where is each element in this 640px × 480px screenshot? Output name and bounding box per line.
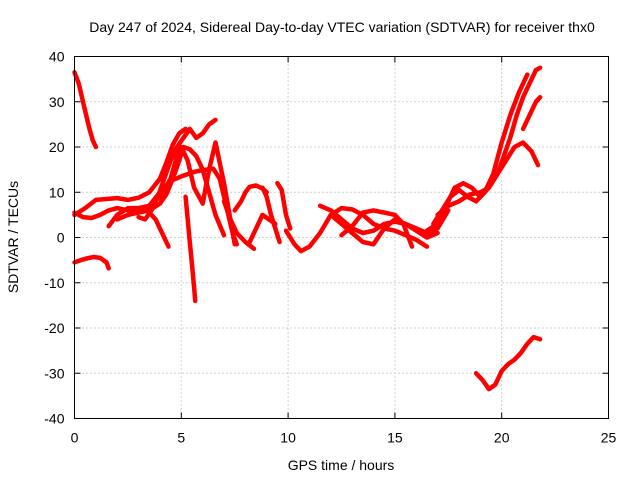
series-arc-20 <box>431 72 530 227</box>
series-arc-5 <box>106 140 237 247</box>
series-arc-4 <box>72 126 188 218</box>
y-axis-title: SDTVAR / TECUs <box>5 181 21 293</box>
series-layer <box>72 65 543 392</box>
series-arc-7 <box>136 117 218 222</box>
series-arc-18 <box>339 208 415 249</box>
y-tick-label: 20 <box>49 139 65 155</box>
series-arc-15 <box>283 205 430 254</box>
x-tick-label: 10 <box>280 430 296 446</box>
series-arc-14 <box>275 180 293 231</box>
y-tick-label: 30 <box>49 94 65 110</box>
series-arc-22 <box>520 94 543 132</box>
series-arc-6 <box>114 166 240 247</box>
y-tick-label: -10 <box>44 275 64 291</box>
series-arc-2 <box>72 254 111 271</box>
y-tick-label: 0 <box>57 230 65 246</box>
x-tick-label: 0 <box>71 430 79 446</box>
chart-title: Day 247 of 2024, Sidereal Day-to-day VTE… <box>89 19 595 35</box>
x-axis-title: GPS time / hours <box>288 457 395 473</box>
x-tick-label: 15 <box>387 430 403 446</box>
axis-ticks: 0 5 10 15 20 25 -40 -30 -20 -10 0 10 20 30 40 <box>44 49 616 446</box>
series-arc-1 <box>72 70 99 150</box>
x-tick-label: 5 <box>177 430 185 446</box>
series-arc-8 <box>147 210 171 249</box>
y-tick-label: 40 <box>49 49 65 65</box>
series-arc-16 <box>317 203 440 240</box>
series-arc-13 <box>260 185 282 245</box>
series-arc-11 <box>221 199 257 252</box>
series-arc-3 <box>72 144 227 238</box>
series-arc-23 <box>473 334 543 392</box>
series-arc-9 <box>183 194 198 304</box>
y-tick-label: -40 <box>44 411 64 427</box>
y-tick-label: -30 <box>44 365 64 381</box>
y-tick-label: -20 <box>44 320 64 336</box>
x-tick-label: 20 <box>494 430 510 446</box>
series-arc-17 <box>328 208 451 247</box>
series-arc-21 <box>435 65 543 218</box>
y-tick-label: 10 <box>49 184 65 200</box>
grid <box>74 56 609 419</box>
x-tick-label: 25 <box>601 430 617 446</box>
